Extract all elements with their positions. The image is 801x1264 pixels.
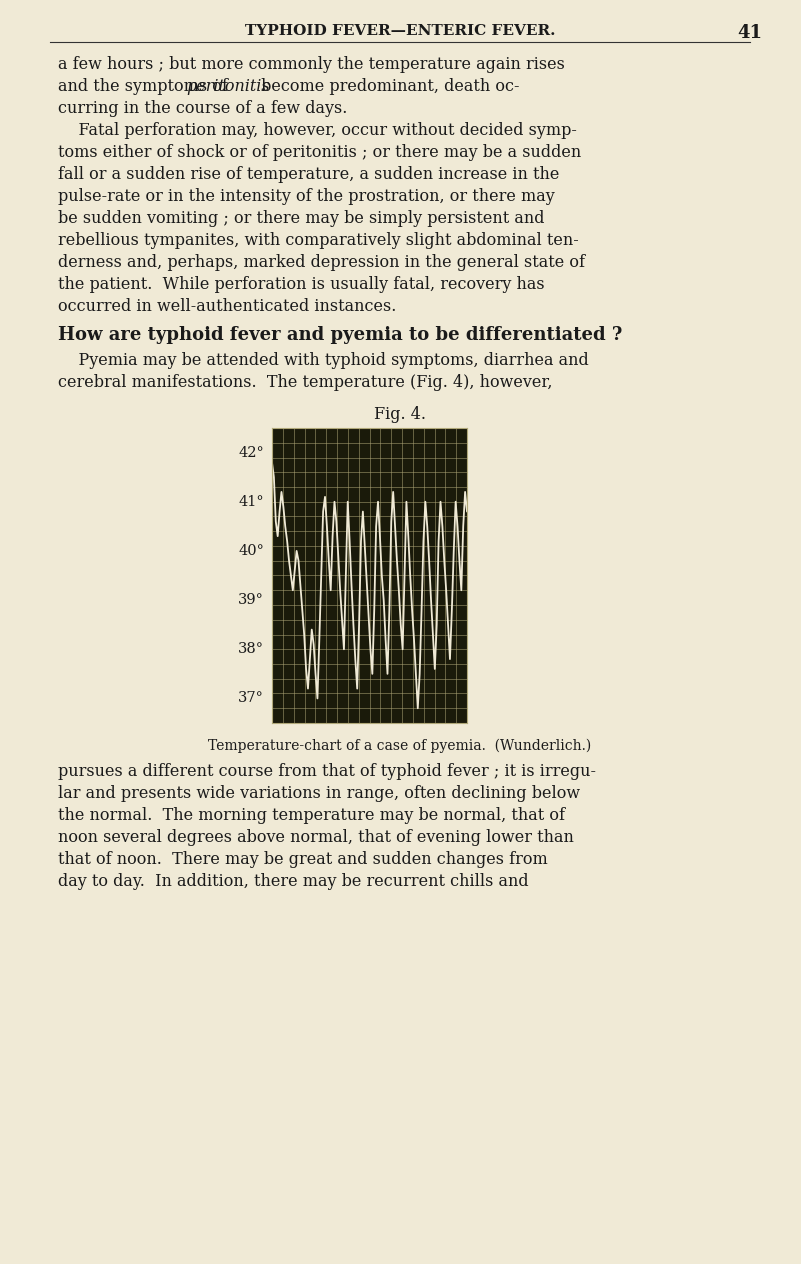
Text: rebellious tympanites, with comparatively slight abdominal ten-: rebellious tympanites, with comparativel… xyxy=(58,233,579,249)
Text: 41: 41 xyxy=(738,24,763,42)
Text: the normal.  The morning temperature may be normal, that of: the normal. The morning temperature may … xyxy=(58,806,565,824)
Text: day to day.  In addition, there may be recurrent chills and: day to day. In addition, there may be re… xyxy=(58,873,529,890)
Text: Fig. 4.: Fig. 4. xyxy=(374,406,426,423)
Text: 38°: 38° xyxy=(238,642,264,656)
Text: lar and presents wide variations in range, often declining below: lar and presents wide variations in rang… xyxy=(58,785,580,801)
Text: Temperature-chart of a case of pyemia.  (Wunderlich.): Temperature-chart of a case of pyemia. (… xyxy=(208,739,592,753)
Text: that of noon.  There may be great and sudden changes from: that of noon. There may be great and sud… xyxy=(58,851,548,868)
Text: 37°: 37° xyxy=(238,691,264,705)
Text: pulse-rate or in the intensity of the prostration, or there may: pulse-rate or in the intensity of the pr… xyxy=(58,188,555,205)
Text: How are typhoid fever and pyemia to be differentiated ?: How are typhoid fever and pyemia to be d… xyxy=(58,326,622,344)
Text: noon several degrees above normal, that of evening lower than: noon several degrees above normal, that … xyxy=(58,829,574,846)
Text: the patient.  While perforation is usually fatal, recovery has: the patient. While perforation is usuall… xyxy=(58,276,545,293)
Text: and the symptoms of: and the symptoms of xyxy=(58,78,233,95)
Text: pursues a different course from that of typhoid fever ; it is irregu-: pursues a different course from that of … xyxy=(58,763,596,780)
Text: occurred in well-authenticated instances.: occurred in well-authenticated instances… xyxy=(58,298,396,315)
Text: toms either of shock or of peritonitis ; or there may be a sudden: toms either of shock or of peritonitis ;… xyxy=(58,144,582,161)
Text: fall or a sudden rise of temperature, a sudden increase in the: fall or a sudden rise of temperature, a … xyxy=(58,166,559,183)
Text: derness and, perhaps, marked depression in the general state of: derness and, perhaps, marked depression … xyxy=(58,254,585,270)
Text: 41°: 41° xyxy=(239,494,264,508)
Text: Pyemia may be attended with typhoid symptoms, diarrhea and: Pyemia may be attended with typhoid symp… xyxy=(58,351,589,369)
Text: Fatal perforation may, however, occur without decided symp-: Fatal perforation may, however, occur wi… xyxy=(58,123,577,139)
Text: 39°: 39° xyxy=(238,593,264,607)
Text: cerebral manifestations.  The temperature (Fig. 4), however,: cerebral manifestations. The temperature… xyxy=(58,374,553,391)
Text: TYPHOID FEVER—ENTERIC FEVER.: TYPHOID FEVER—ENTERIC FEVER. xyxy=(245,24,555,38)
Text: become predominant, death oc-: become predominant, death oc- xyxy=(256,78,520,95)
Text: 40°: 40° xyxy=(238,544,264,557)
Text: a few hours ; but more commonly the temperature again rises: a few hours ; but more commonly the temp… xyxy=(58,56,565,73)
Text: curring in the course of a few days.: curring in the course of a few days. xyxy=(58,100,348,118)
Text: be sudden vomiting ; or there may be simply persistent and: be sudden vomiting ; or there may be sim… xyxy=(58,210,545,228)
Text: 42°: 42° xyxy=(238,446,264,460)
Text: peritonitis: peritonitis xyxy=(186,78,270,95)
